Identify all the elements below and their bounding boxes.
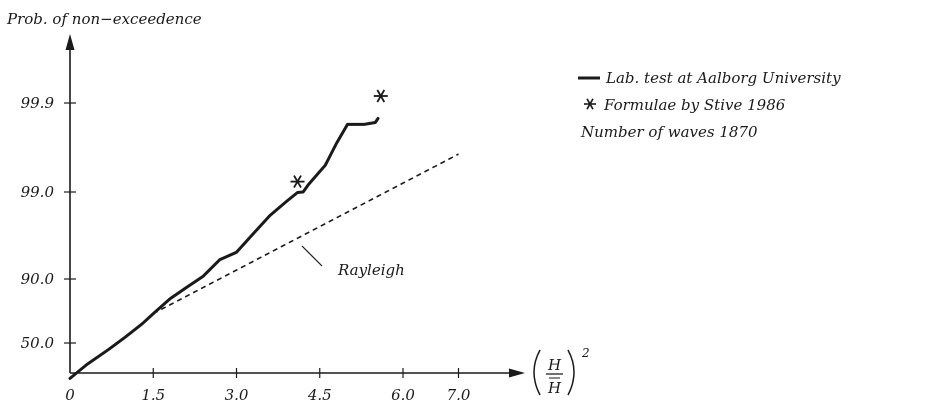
series-layer <box>68 117 459 380</box>
series-line-rayleigh <box>152 153 459 315</box>
series-line-lab-test <box>68 117 380 380</box>
legend-line-label: Lab. test at Aalborg University <box>605 69 841 87</box>
x-label-left-paren <box>533 349 541 396</box>
stive-star-marker <box>373 89 388 103</box>
x-tick-label: 6.0 <box>391 386 415 404</box>
ticks: 50.0 90.0 99.0 99.9 0 1.5 3.0 4.5 6.0 7.0 <box>21 94 471 404</box>
y-tick-label: 90.0 <box>21 270 55 288</box>
stive-star-marker <box>290 175 305 189</box>
legend-star-label: Formulae by Stive 1986 <box>603 96 786 114</box>
y-tick-label: 99.0 <box>21 183 55 201</box>
x-tick-label: 3.0 <box>225 386 249 404</box>
y-axis-title: Prob. of non−exceedence <box>6 10 202 28</box>
y-tick-label: 50.0 <box>21 334 55 352</box>
x-label-right-paren <box>567 349 575 396</box>
star-stroke <box>293 175 302 189</box>
x-label-denominator: H <box>547 379 562 397</box>
x-tick-label: 4.5 <box>307 386 332 404</box>
rayleigh-label: Rayleigh <box>337 261 405 279</box>
y-axis-arrowhead <box>65 34 75 50</box>
axes <box>65 34 525 378</box>
x-tick-label: 0 <box>65 386 75 404</box>
legend-star-icon <box>584 98 596 110</box>
star-stroke <box>376 89 386 103</box>
x-label-numerator: H <box>547 356 562 374</box>
rayleigh-leader-line <box>301 245 323 267</box>
x-tick-label: 7.0 <box>447 386 471 404</box>
y-tick-label: 99.9 <box>21 94 55 112</box>
x-label-exponent: 2 <box>581 346 590 360</box>
markers <box>290 89 388 189</box>
x-tick-label: 1.5 <box>141 386 165 404</box>
x-axis-arrowhead <box>509 368 525 378</box>
legend-note: Number of waves 1870 <box>580 123 758 141</box>
x-axis-label: H H 2 <box>533 346 590 397</box>
legend: Lab. test at Aalborg University Formulae… <box>578 69 841 141</box>
